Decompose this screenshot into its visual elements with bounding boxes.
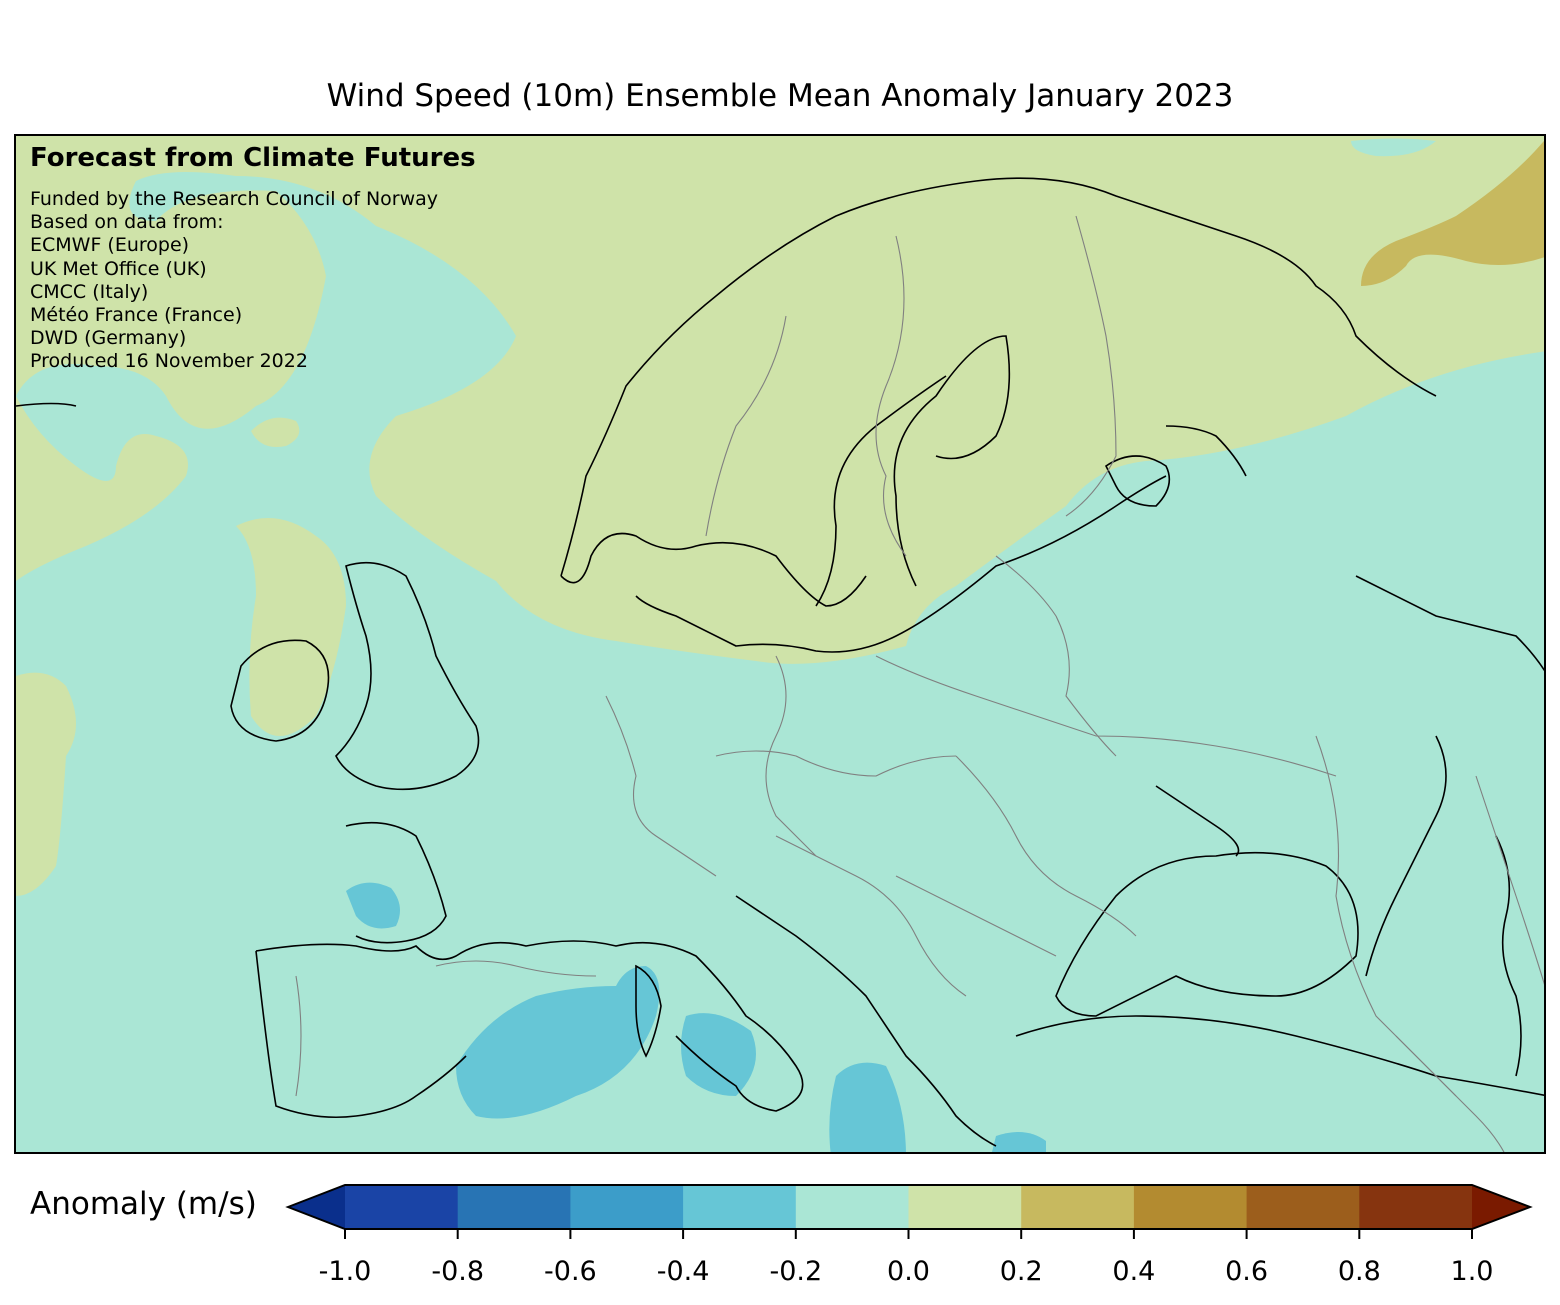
colorbar-tick-label: -0.8	[431, 1256, 485, 1287]
credit-line: CMCC (Italy)	[30, 280, 149, 303]
anomaly-zone-0.0-0.2	[16, 136, 1544, 896]
credit-line: Météo France (France)	[30, 304, 243, 327]
colorbar-tick-label: 0.6	[1225, 1256, 1269, 1287]
credit-line: Funded by the Research Council of Norway	[30, 188, 439, 210]
colorbar-tick-label: 1.0	[1450, 1256, 1494, 1287]
colorbar-tick-label: 0.2	[999, 1256, 1043, 1287]
colorbar-segment	[570, 1185, 684, 1229]
colorbar-segment	[1021, 1185, 1135, 1229]
colorbar-segment	[795, 1185, 909, 1229]
credit-line: ECMWF (Europe)	[30, 234, 190, 257]
forecast-credit: Forecast from Climate Futures Funded by …	[30, 142, 476, 374]
colorbar	[285, 1184, 1533, 1239]
colorbar-under-arrow	[288, 1185, 345, 1229]
country-borders	[295, 215, 1544, 1152]
colorbar-segment	[1133, 1185, 1248, 1229]
colorbar-tick-label: 0.0	[887, 1256, 930, 1287]
anomaly-zone-small-north	[1351, 138, 1436, 157]
credit-lines: Funded by the Research Council of Norway…	[30, 188, 476, 374]
map-title: Wind Speed (10m) Ensemble Mean Anomaly J…	[326, 78, 1234, 114]
anomaly-zone-neg-0.2-0.4	[346, 882, 1046, 1152]
map-panel	[14, 134, 1546, 1154]
colorbar-tick-label: -0.4	[656, 1256, 710, 1287]
credit-line: Based on data from:	[30, 211, 224, 234]
colorbar-tick-label: 0.8	[1337, 1256, 1381, 1287]
colorbar-tick-label: 0.4	[1112, 1256, 1156, 1287]
anomaly-map	[16, 136, 1544, 1152]
colorbar-segment	[345, 1185, 459, 1229]
colorbar-segment	[457, 1185, 571, 1229]
credit-line: UK Met Office (UK)	[30, 257, 207, 280]
colorbar-tick-label: -1.0	[318, 1256, 372, 1287]
credit-heading: Forecast from Climate Futures	[30, 143, 476, 173]
colorbar-over-arrow	[1472, 1185, 1530, 1229]
colorbar-segment	[908, 1185, 1022, 1229]
colorbar-segment	[1359, 1185, 1473, 1229]
colorbar-tick-label: -0.6	[544, 1256, 597, 1287]
colorbar-label: Anomaly (m/s)	[30, 1186, 257, 1222]
credit-line: Produced 16 November 2022	[30, 350, 308, 373]
colorbar-segment	[683, 1185, 797, 1229]
colorbar-tick-labels: -1.0 -0.8 -0.6 -0.4 -0.2 0.0 0.2 0.4 0.6 0.8 1.0	[0, 1256, 1560, 1290]
coastlines	[16, 177, 1544, 1147]
colorbar-segment	[1246, 1185, 1360, 1229]
colorbar-tick-label: -0.2	[769, 1256, 823, 1287]
credit-line: DWD (Germany)	[30, 327, 187, 350]
anomaly-zone-0.2-0.4	[1361, 140, 1544, 286]
